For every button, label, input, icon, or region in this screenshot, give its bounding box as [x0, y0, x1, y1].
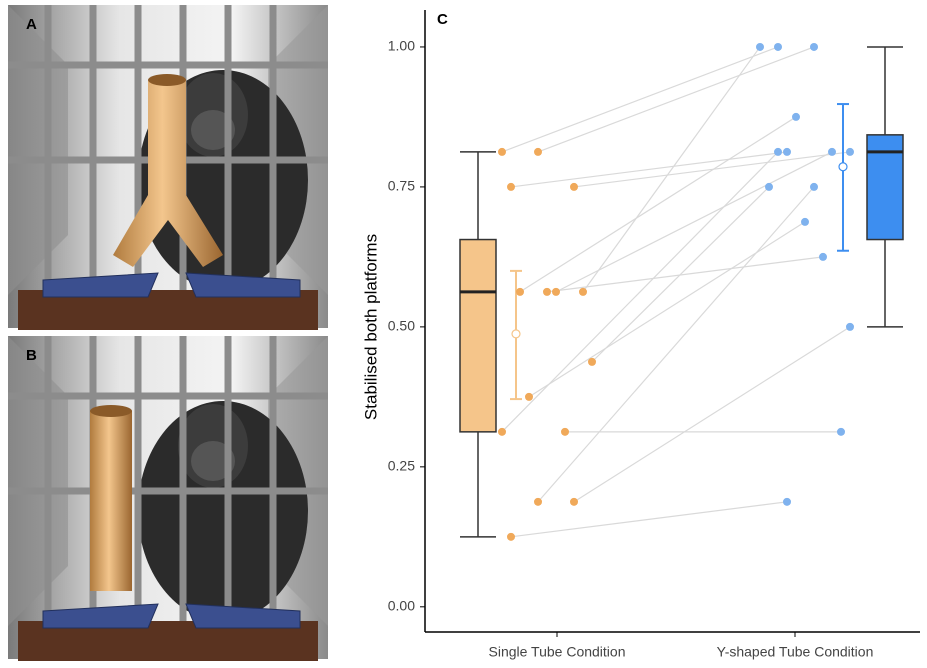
y-axis-label: Stabilised both platforms [361, 234, 380, 420]
data-point [579, 287, 587, 296]
x-tick-label: Y-shaped Tube Condition [717, 644, 874, 660]
data-point [810, 42, 818, 51]
data-point [774, 42, 782, 51]
data-point [837, 427, 845, 436]
mean-point [838, 162, 848, 172]
panel-label: B [26, 347, 37, 364]
pair-line [501, 46, 779, 153]
x-tick-label: Single Tube Condition [489, 644, 626, 660]
pair-line [573, 326, 851, 503]
pair-line [582, 46, 761, 293]
y-tick-label: 1.00 [388, 38, 415, 54]
data-point [552, 287, 560, 296]
pair-line [555, 151, 833, 293]
pair-line [537, 46, 815, 153]
data-point [801, 217, 809, 226]
data-point [570, 497, 578, 506]
data-point [783, 497, 791, 506]
y-tick-label: 0.75 [388, 178, 415, 194]
y-tick-label: 0.00 [388, 598, 415, 614]
panel-label: C [437, 11, 448, 28]
box [459, 238, 497, 433]
panel-label: A [26, 16, 37, 33]
panel-a: A [8, 5, 328, 330]
data-point [507, 182, 515, 191]
data-point [561, 427, 569, 436]
data-point [543, 287, 551, 296]
pair-line [573, 151, 851, 188]
data-point [498, 427, 506, 436]
panel-b: B [8, 336, 328, 661]
data-point [846, 322, 854, 331]
pair-line [519, 116, 797, 293]
pair-line [510, 151, 788, 188]
y-tick-label: 0.50 [388, 318, 415, 334]
data-point [765, 182, 773, 191]
pair-line [591, 186, 770, 363]
data-point [498, 147, 506, 156]
mean-point [511, 329, 521, 339]
data-point [819, 252, 827, 261]
data-point [534, 497, 542, 506]
y-tick-label: 0.25 [388, 458, 415, 474]
data-point [810, 182, 818, 191]
data-point [756, 42, 764, 51]
pair-line [537, 186, 815, 503]
pair-line [546, 256, 824, 293]
data-point [774, 147, 782, 156]
data-point [507, 532, 515, 541]
data-point [792, 112, 800, 121]
pair-line [501, 151, 779, 433]
data-point [525, 392, 533, 401]
data-point [516, 287, 524, 296]
data-point [783, 147, 791, 156]
pair-line [510, 501, 788, 538]
data-point [846, 147, 854, 156]
pair-line [528, 221, 806, 398]
data-point [570, 182, 578, 191]
data-point [588, 357, 596, 366]
data-point [534, 147, 542, 156]
data-point [828, 147, 836, 156]
